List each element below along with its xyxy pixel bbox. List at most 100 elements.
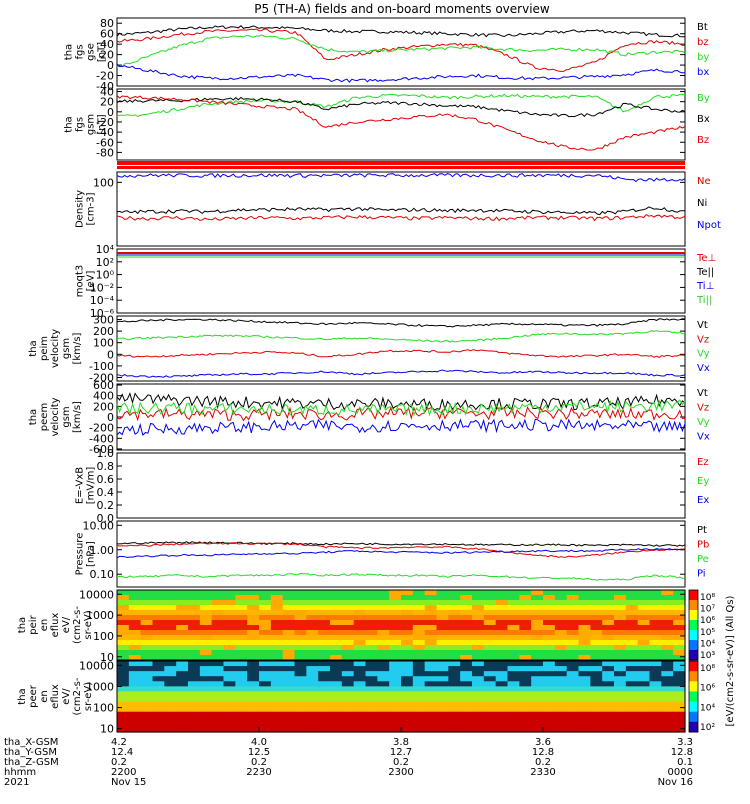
- spectrogram-cell: [531, 620, 544, 626]
- spectrogram-cell: [330, 590, 343, 596]
- spectrogram-cell: [389, 610, 402, 616]
- spectrogram-cell: [199, 716, 213, 723]
- spectrogram-cell: [365, 701, 378, 708]
- spectrogram-cell: [543, 640, 556, 646]
- spectrogram-cell: [140, 676, 154, 682]
- spectrogram-cell: [531, 645, 544, 651]
- spectrogram-cell: [519, 645, 532, 651]
- spectrogram-cell: [259, 686, 272, 693]
- spectrogram-cell: [341, 625, 355, 631]
- spectrogram-cell: [259, 590, 272, 596]
- spectrogram-cell: [140, 630, 154, 636]
- spectrogram-cell: [176, 711, 189, 718]
- spectrogram-cell: [341, 711, 355, 718]
- spectrogram-cell: [436, 716, 449, 723]
- spectrogram-cell: [211, 590, 225, 596]
- spectrogram-cell: [247, 666, 260, 672]
- spectrogram-cell: [176, 595, 189, 601]
- spectrogram-cell: [152, 701, 165, 708]
- spectrogram-cell: [389, 615, 402, 621]
- spectrogram-cell: [637, 650, 651, 656]
- spectrogram-cell: [495, 610, 509, 616]
- spectrogram-cell: [401, 605, 414, 611]
- spectrogram-cell: [117, 686, 130, 693]
- spectrogram-cell: [448, 630, 461, 636]
- spectrogram-cell: [578, 681, 591, 687]
- spectrogram-cell: [188, 676, 201, 682]
- spectrogram-cell: [412, 696, 426, 703]
- series-line: [116, 96, 686, 118]
- spectrogram-cell: [188, 635, 201, 641]
- x-axis-value: 0.2: [393, 757, 409, 768]
- spectrogram-cell: [365, 605, 378, 611]
- spectrogram-cell: [614, 711, 627, 718]
- spectrogram-cell: [448, 721, 461, 728]
- series-line: [116, 28, 686, 72]
- spectrogram-cell: [306, 666, 319, 672]
- spectrogram-cell: [117, 676, 130, 682]
- spectrogram-cell: [318, 671, 331, 677]
- panel-frame: [116, 520, 686, 588]
- spectrogram-cell: [495, 661, 509, 667]
- spectrogram-cell: [294, 625, 307, 631]
- spectrogram-cell: [448, 671, 461, 677]
- spectrogram-cell: [448, 595, 461, 601]
- colorbar-segment: [689, 600, 698, 611]
- x-axis-value: 0.2: [111, 757, 127, 768]
- legend-bx: Bx: [697, 114, 710, 125]
- spectrogram-cell: [211, 671, 225, 677]
- spectrogram-cell: [117, 645, 130, 651]
- spectrogram-cell: [401, 711, 414, 718]
- spectrogram-cell: [353, 620, 367, 626]
- spectrogram-cell: [412, 590, 426, 596]
- spectrogram-cell: [164, 640, 177, 646]
- spectrogram-cell: [401, 615, 414, 621]
- spectrogram-cell: [578, 640, 591, 646]
- spectrogram-cell: [590, 650, 603, 656]
- spectrogram-cell: [152, 726, 165, 733]
- spectrogram-cell: [140, 681, 154, 687]
- spectrogram-cell: [637, 630, 651, 636]
- spectrogram-cell: [578, 630, 591, 636]
- spectrogram-cell: [531, 686, 544, 693]
- spectrogram-cell: [436, 620, 449, 626]
- spectrogram-cell: [472, 711, 485, 718]
- spectrogram-cell: [507, 691, 520, 698]
- spectrogram-cell: [247, 640, 260, 646]
- spectrogram-cell: [625, 590, 639, 596]
- spectrogram-cell: [211, 620, 225, 626]
- spectrogram-cell: [543, 676, 556, 682]
- spectrogram-cell: [637, 686, 651, 693]
- spectrogram-cell: [164, 711, 177, 718]
- spectrogram-cell: [460, 696, 473, 703]
- spectrogram-cell: [436, 691, 449, 698]
- spectrogram-cell: [401, 681, 414, 687]
- spectrogram-cell: [152, 630, 165, 636]
- spectrogram-cell: [259, 726, 272, 733]
- spectrogram-cell: [282, 691, 296, 698]
- spectrogram-cell: [436, 676, 449, 682]
- spectrogram-cell: [495, 721, 509, 728]
- y-tick-label: 60: [100, 28, 114, 41]
- spectrogram-cell: [519, 630, 532, 636]
- colorbar-segment: [689, 701, 698, 713]
- y-axis-label: [cm-3]: [86, 192, 97, 225]
- spectrogram-cell: [294, 666, 307, 672]
- spectrogram-cell: [625, 605, 639, 611]
- spectrogram-cell: [436, 625, 449, 631]
- spectrogram-cell: [673, 595, 686, 601]
- y-axis-label: gsm: [61, 406, 72, 427]
- spectrogram-cell: [578, 716, 591, 723]
- spectrogram-cell: [472, 645, 485, 651]
- spectrogram-cell: [649, 696, 662, 703]
- spectrogram-cell: [578, 706, 591, 713]
- spectrogram-cell: [424, 645, 438, 651]
- spectrogram-cell: [637, 661, 651, 667]
- spectrogram-cell: [306, 615, 319, 621]
- spectrogram-cell: [164, 666, 177, 672]
- spectrogram-cell: [483, 686, 497, 693]
- spectrogram-cell: [614, 655, 627, 661]
- spectrogram-cell: [649, 595, 662, 601]
- spectrogram-cell: [270, 721, 284, 728]
- spectrogram-cell: [318, 701, 331, 708]
